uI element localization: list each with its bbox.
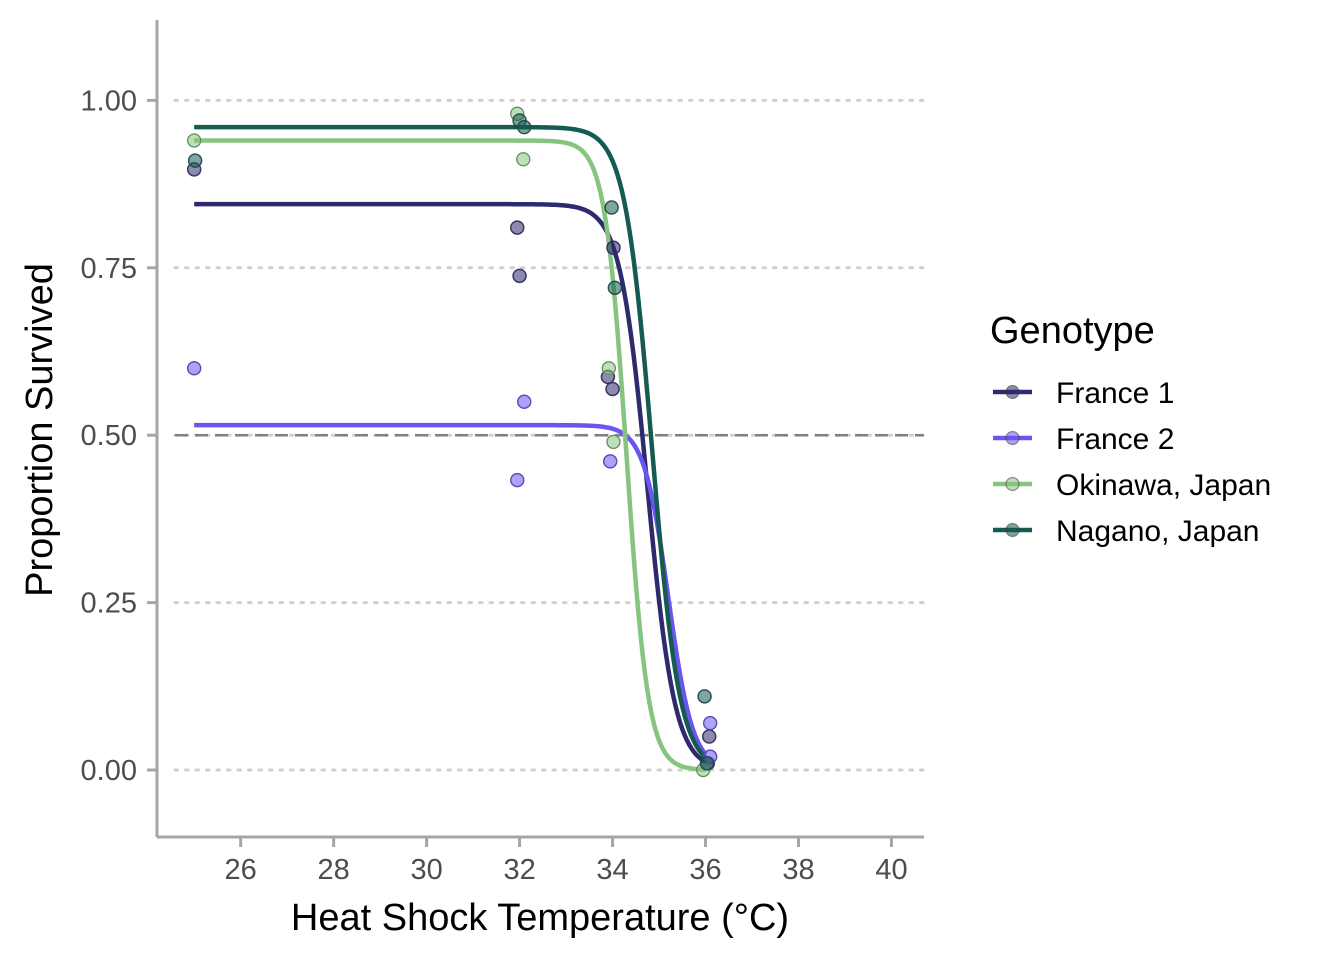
- point-outline-series-1-2: [517, 394, 532, 409]
- point-series-1-0: [186, 360, 202, 376]
- y-tick-label-4: 1.00: [81, 85, 137, 117]
- x-tick-label-4: 34: [596, 854, 628, 886]
- y-tick-label-3: 0.75: [81, 253, 137, 285]
- point-outline-series-0-5: [606, 240, 621, 255]
- legend-items: France 1 France 2 Okinawa, Japan Nagano, Ja…: [993, 377, 1271, 548]
- point-series-2-3: [601, 360, 617, 376]
- y-tick-label-1: 0.25: [81, 588, 137, 620]
- legend-key-point-2: [1005, 476, 1020, 492]
- legend-label-2: Okinawa, Japan: [1056, 469, 1271, 502]
- y-tick-label-0: 0.00: [81, 755, 137, 787]
- point-series-3-6: [699, 756, 715, 771]
- point-outline-series-2-4: [606, 434, 621, 449]
- legend-label-0: France 1: [1056, 377, 1174, 410]
- curve-series-2: [194, 138, 706, 772]
- point-outline-series-2-0: [187, 133, 202, 148]
- point-outline-series-3-2: [517, 120, 532, 135]
- point-outline-series-3-5: [697, 689, 712, 704]
- axes: [155, 20, 924, 839]
- x-tick-label-6: 38: [782, 854, 814, 886]
- legend-key-point-3: [1005, 522, 1020, 538]
- curve-series-0: [194, 201, 707, 764]
- point-series-1-3: [602, 454, 618, 469]
- x-axis-title: Heat Shock Temperature (°C): [291, 897, 789, 939]
- point-series-0-1: [510, 220, 525, 235]
- legend-label-3: Nagano, Japan: [1056, 515, 1260, 548]
- point-series-1-4: [702, 715, 718, 731]
- legend-title: Genotype: [990, 310, 1155, 352]
- point-series-2-2: [516, 152, 531, 167]
- point-outline-series-0-4: [605, 381, 620, 396]
- point-outline-series-1-0: [187, 361, 202, 376]
- point-series-2-4: [606, 434, 621, 450]
- legend-label-1: France 2: [1056, 423, 1174, 456]
- legend: Genotype France 1 France 2 Okinawa, Japan N…: [990, 310, 1271, 548]
- y-tick-label-2: 0.50: [81, 420, 137, 452]
- x-tick-label-5: 36: [689, 854, 721, 886]
- x-tick-label-7: 40: [875, 854, 907, 886]
- point-outline-series-2-2: [516, 152, 531, 167]
- y-axis-title: Proportion Survived: [19, 263, 61, 597]
- point-outline-series-2-3: [601, 361, 616, 376]
- fitted-curves: [194, 124, 708, 772]
- point-outline-series-1-1: [510, 473, 525, 488]
- curve-series-1: [194, 422, 708, 756]
- point-series-3-5: [697, 689, 712, 704]
- tick-labels: 26 28 30 32 34 36 38 40 0.00 0.25 0.50 0.75 1.00: [81, 85, 908, 886]
- point-outline-series-0-2: [512, 268, 527, 283]
- point-series-3-0: [187, 153, 203, 168]
- point-outline-series-3-6: [699, 756, 714, 771]
- point-outline-series-1-4: [703, 716, 718, 731]
- point-series-3-2: [516, 119, 532, 135]
- data-points: [186, 106, 718, 778]
- point-series-0-5: [606, 240, 621, 255]
- legend-key-point-0: [1005, 384, 1020, 400]
- point-series-1-2: [516, 394, 532, 409]
- legend-key-point-1: [1005, 430, 1020, 446]
- point-outline-series-3-0: [188, 153, 203, 168]
- point-outline-series-3-4: [607, 280, 622, 295]
- point-series-3-4: [607, 280, 623, 296]
- point-outline-series-0-1: [510, 220, 525, 235]
- point-outline-series-1-3: [603, 454, 618, 469]
- point-series-2-0: [186, 133, 202, 148]
- x-tick-label-3: 32: [503, 854, 535, 886]
- point-series-0-2: [512, 268, 527, 284]
- point-outline-series-3-3: [604, 200, 619, 215]
- point-series-3-3: [604, 200, 619, 215]
- x-tick-label-0: 26: [225, 854, 257, 886]
- point-series-1-1: [510, 472, 525, 488]
- point-series-0-4: [605, 381, 620, 397]
- x-tick-label-1: 28: [318, 854, 350, 886]
- curve-series-3: [194, 124, 708, 760]
- x-tick-label-2: 30: [410, 854, 442, 886]
